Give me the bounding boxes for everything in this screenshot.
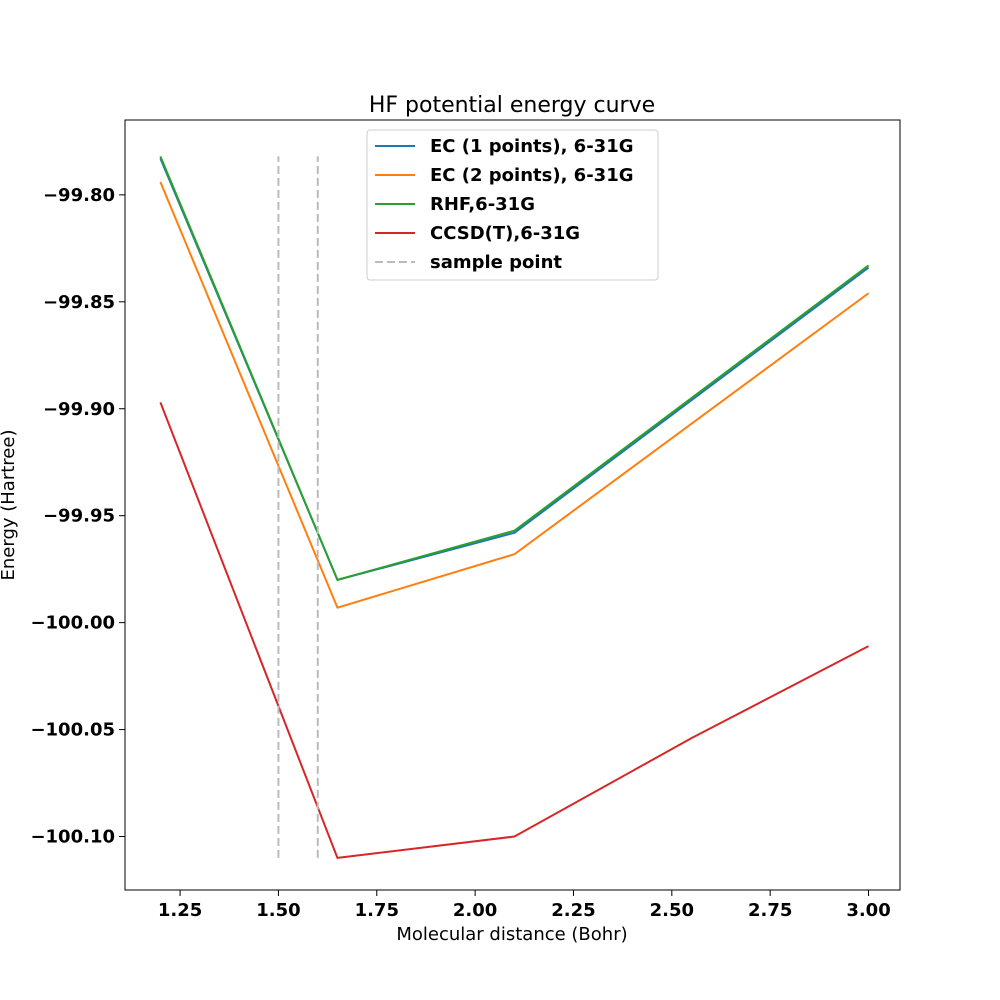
- x-tick-label: 1.25: [158, 900, 202, 921]
- y-axis-label: Energy (Hartree): [0, 430, 19, 581]
- y-tick-label: −99.80: [43, 185, 115, 206]
- legend-label: EC (2 points), 6-31G: [430, 165, 634, 186]
- y-tick-label: −99.95: [43, 506, 115, 527]
- legend-label: sample point: [430, 252, 562, 273]
- y-tick-label: −99.85: [43, 292, 115, 313]
- x-axis-label: Molecular distance (Bohr): [396, 924, 627, 945]
- plot-frame: [124, 119, 901, 891]
- series-ccsd-t-6-31g-line: [159, 401, 869, 859]
- x-tick-label: 1.50: [256, 900, 300, 921]
- y-tick-label: −100.10: [30, 827, 115, 848]
- x-tick-label: 2.50: [650, 900, 694, 921]
- legend-label: CCSD(T),6-31G: [430, 223, 580, 244]
- y-tick-label: −100.05: [30, 720, 115, 741]
- series-rhf-6-31g-line: [159, 155, 870, 581]
- chart-title: HF potential energy curve: [369, 93, 655, 118]
- y-tick-label: −99.90: [43, 399, 115, 420]
- x-tick-label: 2.75: [748, 900, 792, 921]
- x-tick-label: 3.00: [846, 900, 890, 921]
- series-ec-2-points-6-31g-line: [159, 181, 870, 609]
- y-tick-label: −100.00: [30, 613, 115, 634]
- x-tick-label: 1.75: [355, 900, 399, 921]
- legend-label: EC (1 points), 6-31G: [430, 136, 634, 157]
- x-tick-label: 2.25: [551, 900, 595, 921]
- legend-label: RHF,6-31G: [430, 194, 535, 215]
- legend: EC (1 points), 6-31G EC (2 points), 6-31G…: [366, 129, 659, 281]
- legend-box: [366, 129, 659, 281]
- x-tick-label: 2.00: [453, 900, 497, 921]
